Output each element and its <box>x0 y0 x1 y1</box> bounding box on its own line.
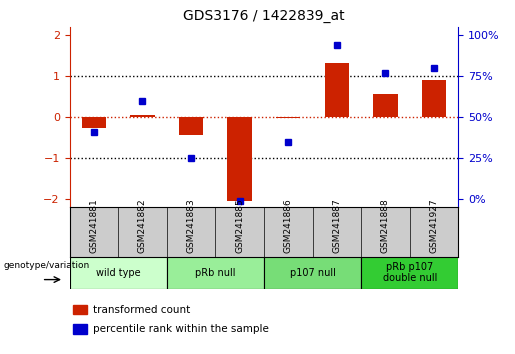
Title: GDS3176 / 1422839_at: GDS3176 / 1422839_at <box>183 9 345 23</box>
Text: GSM241882: GSM241882 <box>138 198 147 253</box>
Text: transformed count: transformed count <box>93 305 190 315</box>
Bar <box>130 115 154 117</box>
Bar <box>324 63 349 117</box>
FancyBboxPatch shape <box>361 257 458 289</box>
Text: GSM241888: GSM241888 <box>381 198 390 253</box>
Bar <box>373 94 398 117</box>
Text: GSM241881: GSM241881 <box>89 198 98 253</box>
FancyBboxPatch shape <box>70 257 167 289</box>
Text: GSM241886: GSM241886 <box>284 198 293 253</box>
Text: pRb null: pRb null <box>195 268 235 278</box>
Bar <box>228 117 252 201</box>
FancyBboxPatch shape <box>167 257 264 289</box>
Bar <box>179 117 203 135</box>
Bar <box>422 80 446 117</box>
Text: percentile rank within the sample: percentile rank within the sample <box>93 324 269 334</box>
Bar <box>74 305 87 314</box>
Text: GSM241885: GSM241885 <box>235 198 244 253</box>
Bar <box>276 117 300 118</box>
Text: GSM241887: GSM241887 <box>332 198 341 253</box>
Text: GSM241883: GSM241883 <box>186 198 196 253</box>
Text: pRb p107
double null: pRb p107 double null <box>383 262 437 284</box>
Bar <box>74 324 87 333</box>
Text: GSM241927: GSM241927 <box>430 198 439 253</box>
FancyBboxPatch shape <box>264 257 361 289</box>
Text: genotype/variation: genotype/variation <box>4 261 90 270</box>
Text: p107 null: p107 null <box>289 268 335 278</box>
Bar <box>82 117 106 128</box>
Text: wild type: wild type <box>96 268 141 278</box>
